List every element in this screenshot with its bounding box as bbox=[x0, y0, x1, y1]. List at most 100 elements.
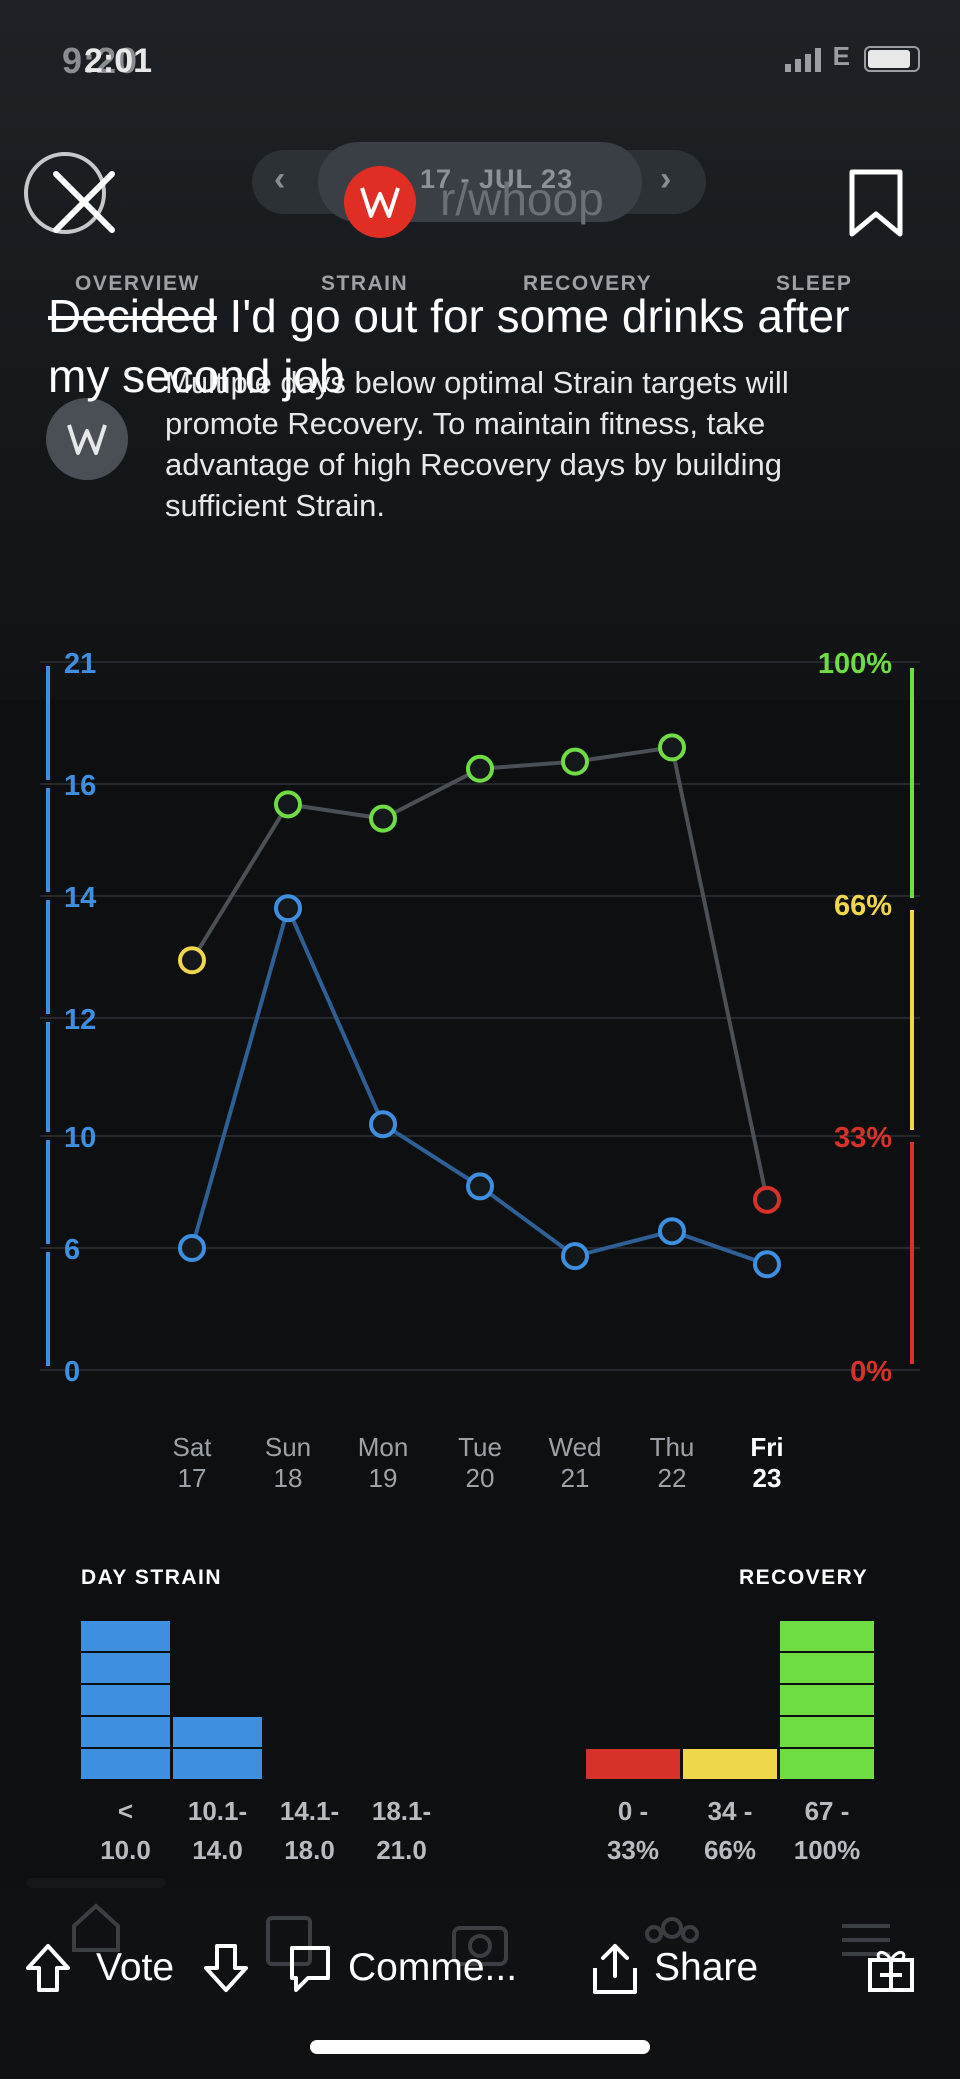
recovery-point bbox=[753, 1185, 781, 1214]
x-axis-date-label: 18 bbox=[274, 1463, 303, 1493]
recovery-point bbox=[561, 747, 589, 776]
recovery-bin-label-top: 34 - bbox=[707, 1796, 753, 1826]
strain-bin-cell bbox=[81, 1653, 170, 1683]
recovery-bin-label: 67 - 100% bbox=[780, 1792, 874, 1870]
left-axis-tick: 12 bbox=[64, 1004, 96, 1036]
strain-bin-cell bbox=[81, 1749, 170, 1779]
vote-label: Vote bbox=[96, 1946, 175, 1989]
x-axis-day-label: Thu bbox=[650, 1432, 695, 1462]
signal-bar bbox=[794, 59, 801, 72]
x-axis-date-label: 20 bbox=[466, 1463, 495, 1493]
comment-bubble-icon bbox=[290, 1946, 330, 1992]
share-icon bbox=[593, 1944, 637, 1994]
recovery-bin-label: 34 - 66% bbox=[683, 1792, 777, 1870]
x-axis-date-label: 23 bbox=[753, 1463, 782, 1493]
x-axis-date-label: 17 bbox=[178, 1463, 207, 1493]
downvote-arrow-icon[interactable] bbox=[202, 1942, 250, 1994]
status-indicators: E bbox=[784, 41, 920, 72]
left-axis-tick: 10 bbox=[64, 1122, 96, 1154]
strain-bin-cell bbox=[173, 1749, 262, 1779]
post-title[interactable]: Decided I'd go out for some drinks after… bbox=[48, 286, 908, 406]
journal-ghost-icon bbox=[266, 1916, 312, 1966]
camera-ghost-icon bbox=[452, 1926, 508, 1966]
recovery-bin-cell bbox=[780, 1749, 874, 1779]
strain-bin-label-bottom: 14.0 bbox=[192, 1835, 243, 1865]
status-time-ghost: 9:20 bbox=[62, 40, 139, 81]
left-axis-tick: 14 bbox=[64, 882, 96, 914]
upvote-arrow-icon[interactable] bbox=[24, 1942, 72, 1994]
right-axis-tick: 33% bbox=[834, 1122, 892, 1154]
carrier-label: E bbox=[832, 41, 850, 71]
left-axis-tick: 6 bbox=[64, 1234, 80, 1266]
strain-bin-cell bbox=[81, 1621, 170, 1651]
recovery-bin-cell bbox=[780, 1717, 874, 1747]
close-icon[interactable] bbox=[40, 160, 120, 240]
strain-point bbox=[658, 1217, 686, 1246]
gift-icon[interactable] bbox=[866, 1944, 916, 1994]
close-button[interactable] bbox=[24, 152, 106, 234]
comments-button[interactable]: Comme... bbox=[286, 1940, 526, 2000]
x-axis-day-label: Sat bbox=[172, 1432, 212, 1462]
strain-bin-label-bottom: 21.0 bbox=[376, 1835, 427, 1865]
right-axis-tick: 100% bbox=[818, 648, 892, 680]
comments-label: Comme... bbox=[348, 1946, 518, 1989]
recovery-point bbox=[658, 733, 686, 762]
strain-bin-cell bbox=[81, 1685, 170, 1715]
recovery-point bbox=[466, 754, 494, 783]
strain-bin-label-top: 18.1- bbox=[371, 1796, 432, 1826]
right-axis-tick: 66% bbox=[834, 890, 892, 922]
recovery-bin-label-top: 67 - bbox=[804, 1796, 850, 1826]
whoop-logo-icon bbox=[360, 187, 400, 218]
x-axis-day-label: Sun bbox=[265, 1432, 311, 1462]
recovery-bin-cell bbox=[780, 1621, 874, 1651]
left-axis-tick: 21 bbox=[64, 648, 96, 680]
tab-strain[interactable]: STRAIN bbox=[321, 272, 409, 295]
strain-bin-label-bottom: 10.0 bbox=[100, 1835, 151, 1865]
bookmark-icon[interactable] bbox=[848, 168, 904, 238]
chevron-left-icon[interactable]: ‹ bbox=[274, 160, 286, 198]
recovery-point bbox=[369, 804, 397, 833]
signal-bar bbox=[804, 54, 811, 72]
x-axis-day-label: Tue bbox=[458, 1432, 502, 1462]
share-label: Share bbox=[654, 1946, 759, 1989]
strain-bin-label-top: < bbox=[117, 1796, 134, 1826]
right-axis-tick: 0% bbox=[850, 1356, 892, 1388]
recovery-bin-label-bottom: 66% bbox=[703, 1835, 757, 1865]
recovery-bin-cell bbox=[586, 1749, 680, 1779]
x-axis-date-label: 19 bbox=[369, 1463, 398, 1493]
x-axis-date-label: 22 bbox=[658, 1463, 687, 1493]
post-title-text: I'd go out for some drinks after my seco… bbox=[48, 290, 850, 402]
strain-point bbox=[178, 1234, 206, 1262]
recovery-bin-label-bottom: 100% bbox=[793, 1835, 861, 1865]
tab-recovery[interactable]: RECOVERY bbox=[523, 272, 653, 295]
strain-line bbox=[190, 902, 768, 1267]
strain-point bbox=[466, 1172, 494, 1201]
subreddit-avatar[interactable] bbox=[344, 166, 416, 238]
strain-point bbox=[753, 1250, 781, 1279]
share-button[interactable]: Share bbox=[590, 1940, 770, 2000]
home-indicator bbox=[310, 2040, 650, 2054]
chevron-right-icon[interactable]: › bbox=[660, 160, 672, 198]
signal-bar bbox=[814, 48, 821, 72]
post-title-struck: Decided bbox=[48, 290, 217, 342]
subreddit-name[interactable]: r/whoop bbox=[440, 173, 604, 225]
tab-sleep[interactable]: SLEEP bbox=[776, 272, 853, 295]
strain-point bbox=[369, 1110, 397, 1139]
signal-bar bbox=[784, 64, 791, 72]
recovery-bin-cell bbox=[683, 1749, 777, 1779]
x-axis-day-label: Mon bbox=[358, 1432, 409, 1462]
tab-overview[interactable]: OVERVIEW bbox=[75, 272, 200, 295]
strain-bin-label: <10.0 bbox=[81, 1792, 170, 1870]
top-background bbox=[0, 0, 960, 700]
strain-bin-label: 18.1- 21.0 bbox=[357, 1792, 446, 1870]
recovery-bin-cell bbox=[780, 1653, 874, 1683]
battery-icon bbox=[864, 46, 920, 72]
strain-bin-label: 10.1- 14.0 bbox=[173, 1792, 262, 1870]
left-axis-tick: 0 bbox=[64, 1356, 80, 1388]
nav-ghost-tab bbox=[26, 1878, 166, 1888]
strain-bin-cell bbox=[81, 1717, 170, 1747]
team-ghost-icon bbox=[645, 1917, 699, 1943]
status-time: 2:01 bbox=[84, 42, 153, 80]
recovery-title: RECOVERY bbox=[739, 1566, 869, 1589]
